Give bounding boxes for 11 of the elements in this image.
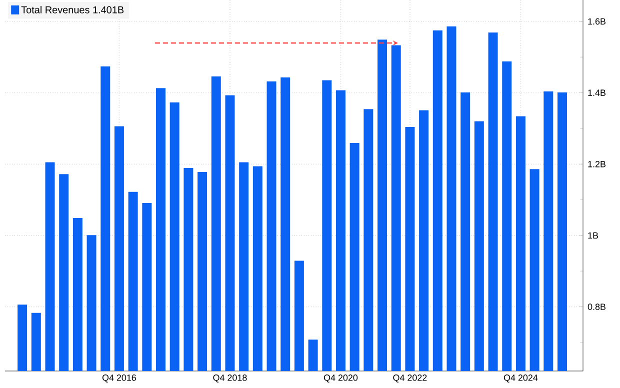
y-tick-label: 1B: [588, 232, 598, 239]
x-tick-label: Q4 2024: [504, 374, 538, 382]
x-tick-label: Q4 2020: [324, 374, 358, 382]
y-tick-label: 0.8B: [588, 304, 606, 310]
x-tick-label: Q4 2016: [102, 374, 136, 382]
x-tick-label: Q4 2022: [393, 374, 427, 382]
y-tick-label: 1.6B: [588, 18, 606, 25]
y-tick-label: 1.2B: [588, 160, 606, 168]
x-tick-label: Q4 2018: [213, 374, 247, 382]
y-tick-label: 1.4B: [588, 90, 606, 96]
legend-label: Total Revenues 1.401B: [21, 6, 124, 14]
